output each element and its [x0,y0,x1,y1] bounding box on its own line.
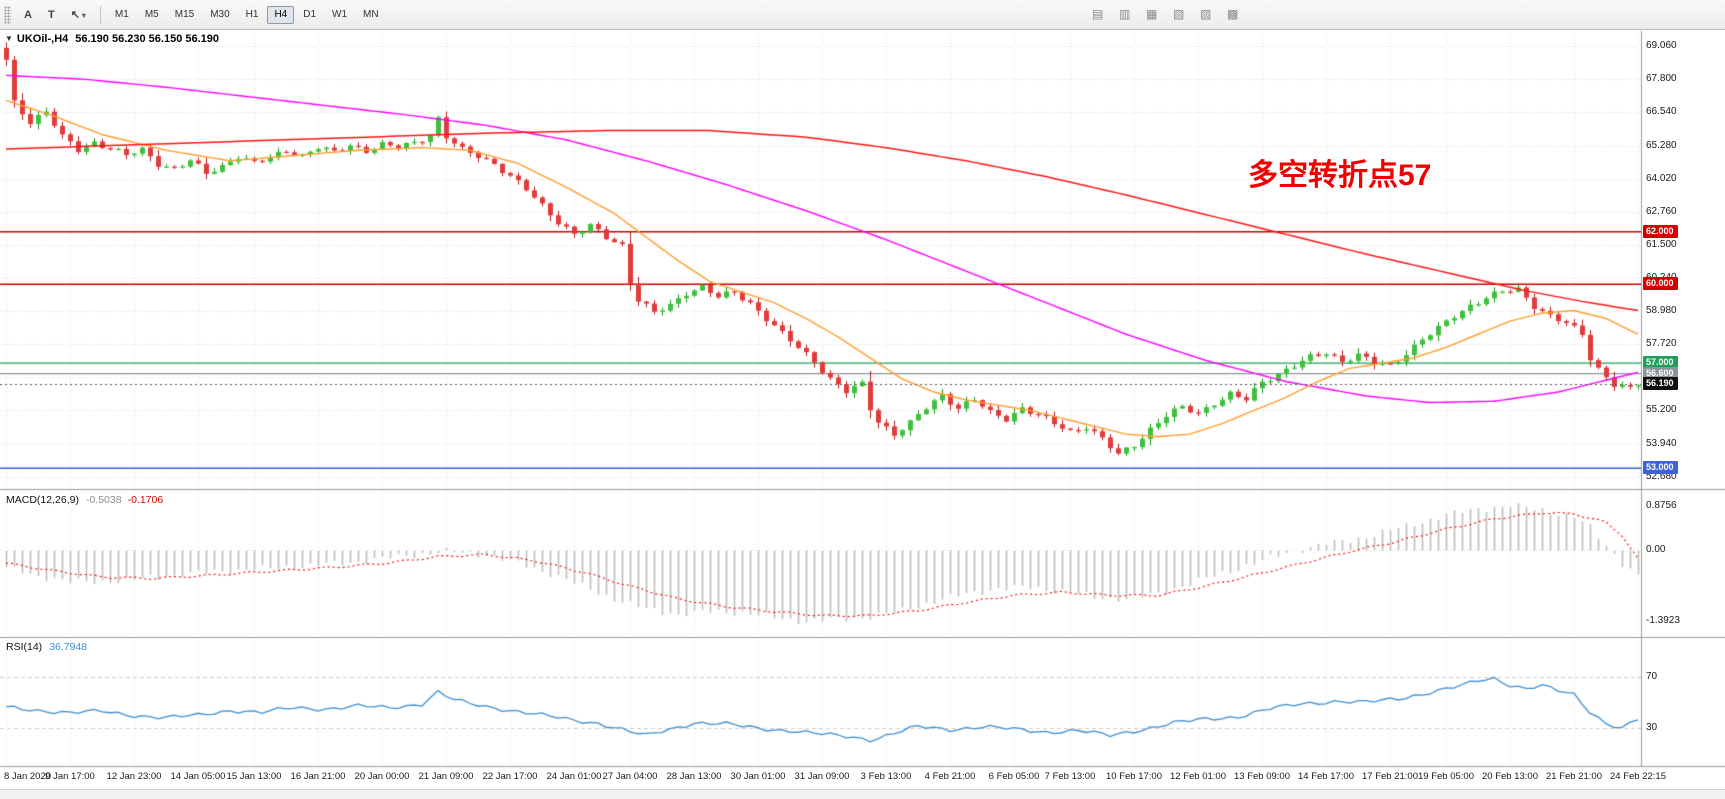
cursor-tool-button[interactable]: ↖ ▾ [64,5,93,25]
toolbar-extra-icon-2[interactable]: ▥ [1112,3,1134,25]
timeframe-button-d1[interactable]: D1 [296,6,323,24]
toolbar-extra-icon-1[interactable]: ▤ [1085,3,1107,25]
toolbar-extra-icons: ▤ ▥ ▦ ▧ ▨ ▩ [1085,3,1242,25]
toolbar-extra-icon-6[interactable]: ▩ [1220,3,1242,25]
toolbar-extra-icon-3[interactable]: ▦ [1139,3,1161,25]
timeframe-button-m5[interactable]: M5 [138,6,166,24]
arrow-style-tool-button[interactable]: A [17,5,39,25]
cursor-icon: ↖ [70,9,80,21]
toolbar-extra-icon-5[interactable]: ▨ [1193,3,1215,25]
timeframe-bar: M1 M5 M15 M30 H1 H4 D1 W1 MN [107,5,387,24]
top-toolbar: A T ↖ ▾ M1 M5 M15 M30 H1 H4 D1 W1 MN ▤ ▥ ▦ ▧ ▨ ▩ [0,0,1725,30]
timeframe-button-h1[interactable]: H1 [239,6,266,24]
timeframe-button-m1[interactable]: M1 [108,6,136,24]
timeframe-button-h4[interactable]: H4 [267,5,295,24]
toolbar-separator [99,5,101,24]
text-tool-button[interactable]: T [41,5,62,25]
timeframe-button-w1[interactable]: W1 [325,6,354,24]
timeframe-button-m30[interactable]: M30 [203,6,236,24]
timeframe-button-mn[interactable]: MN [356,6,386,24]
toolbar-grip[interactable] [4,5,11,24]
chevron-down-icon: ▾ [81,11,86,20]
timeframe-button-m15[interactable]: M15 [168,6,201,24]
toolbar-extra-icon-4[interactable]: ▧ [1166,3,1188,25]
